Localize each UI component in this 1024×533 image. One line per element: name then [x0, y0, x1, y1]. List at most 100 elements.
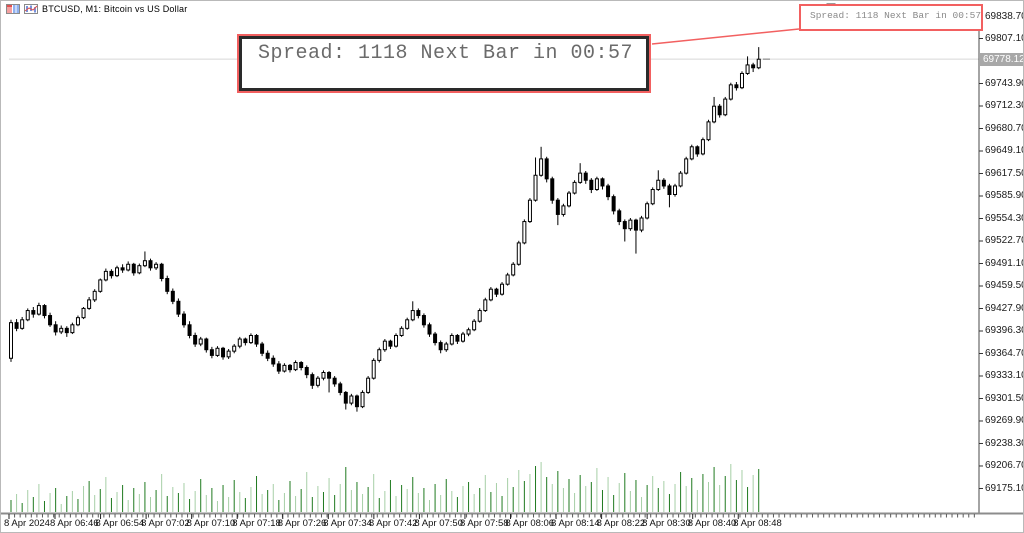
candle-body: [154, 263, 159, 269]
candle-body: [159, 263, 164, 280]
candle-body: [516, 242, 521, 265]
candle-body: [276, 363, 281, 372]
candle-body: [455, 334, 460, 342]
candle-body: [165, 278, 170, 292]
candle-body: [645, 203, 650, 219]
candle-body: [332, 377, 337, 385]
candle-body: [148, 260, 153, 269]
candle-body: [712, 105, 717, 123]
candle-body: [109, 270, 114, 277]
candle-body: [131, 263, 136, 274]
candle-body: [583, 172, 588, 181]
spread-label-text: Spread: 1118 Next Bar in 00:57: [258, 42, 634, 65]
candle-body: [343, 391, 348, 404]
candle-body: [522, 221, 527, 244]
candle-body: [371, 359, 376, 379]
candle-body: [92, 290, 97, 301]
candle-body: [137, 265, 142, 274]
candle-body: [717, 105, 722, 116]
symbol-window-icon: [6, 3, 20, 14]
candle-body: [488, 288, 493, 301]
chart-title: BTCUSD, M1: Bitcoin vs US Dollar: [42, 3, 188, 14]
candle-body: [176, 300, 181, 315]
candle-body: [36, 305, 41, 315]
candle-body: [399, 327, 404, 336]
candle-body: [611, 196, 616, 212]
candle-body: [706, 121, 711, 141]
candle-body: [700, 139, 705, 155]
spread-indicator-box[interactable]: Spread: 1118 Next Bar in 00:57: [799, 4, 983, 31]
candle-body: [75, 317, 80, 326]
candle-body: [299, 362, 304, 369]
candle-body: [405, 319, 410, 329]
candle-body: [25, 310, 30, 321]
candle-body: [142, 260, 147, 267]
candle-body: [394, 334, 399, 347]
candle-body: [204, 338, 209, 351]
candle-body: [544, 158, 549, 180]
candle-body: [366, 377, 371, 393]
candle-body: [745, 64, 750, 74]
candle-body: [416, 310, 421, 317]
candle-body: [600, 178, 605, 187]
candle-body: [265, 352, 270, 359]
candle-body: [695, 146, 700, 155]
candle-body: [594, 178, 599, 191]
candle-body: [756, 58, 761, 69]
candle-body: [684, 158, 689, 174]
candle-body: [170, 290, 175, 302]
candle-body: [221, 347, 226, 358]
candle-body: [254, 334, 259, 345]
candle-body: [511, 263, 516, 276]
candle-body: [87, 299, 92, 309]
candle-body: [505, 274, 510, 285]
chart-type-icon: [24, 3, 38, 14]
candle-body: [494, 288, 499, 295]
candle-body: [661, 179, 666, 187]
candle-body: [349, 395, 354, 404]
candle-body: [248, 334, 253, 344]
candle-body: [427, 324, 432, 335]
spread-indicator-text: Spread: 1118 Next Bar in 00:57: [810, 10, 982, 21]
candle-body: [293, 362, 298, 371]
candle-body: [633, 219, 638, 231]
candle-body: [9, 322, 13, 359]
candle-body: [193, 334, 198, 345]
candle-body: [271, 357, 276, 365]
candle-body: [338, 383, 343, 393]
candle-body: [304, 367, 309, 376]
candle-body: [433, 333, 438, 344]
candle-body: [567, 192, 571, 207]
candle-body: [354, 395, 359, 408]
candle-body: [53, 324, 58, 333]
candle-body: [728, 84, 733, 100]
candle-body: [388, 340, 393, 347]
spread-label-object[interactable]: Spread: 1118 Next Bar in 00:57: [237, 34, 651, 93]
candle-body: [483, 299, 488, 312]
candle-body: [20, 319, 25, 329]
candle-body: [438, 342, 443, 351]
spread-label-frame: Spread: 1118 Next Bar in 00:57: [239, 36, 649, 91]
candle-body: [310, 374, 315, 386]
candle-body: [126, 263, 131, 271]
candle-body: [421, 315, 426, 326]
candle-body: [723, 98, 728, 116]
candle-body: [678, 172, 683, 187]
candle-body: [734, 84, 739, 89]
candle-body: [617, 210, 622, 223]
candle-body: [81, 307, 86, 319]
candle-body: [572, 181, 577, 194]
candle-body: [689, 146, 694, 160]
candle-body: [321, 371, 326, 379]
candle-body: [237, 338, 242, 347]
candle-body: [282, 364, 287, 372]
candle-body: [650, 189, 655, 205]
candle-body: [243, 338, 248, 344]
candle-body: [656, 179, 661, 191]
candle-body: [460, 333, 465, 342]
candle-body: [382, 340, 387, 351]
candle-body: [70, 324, 75, 334]
candle-body: [14, 322, 19, 329]
